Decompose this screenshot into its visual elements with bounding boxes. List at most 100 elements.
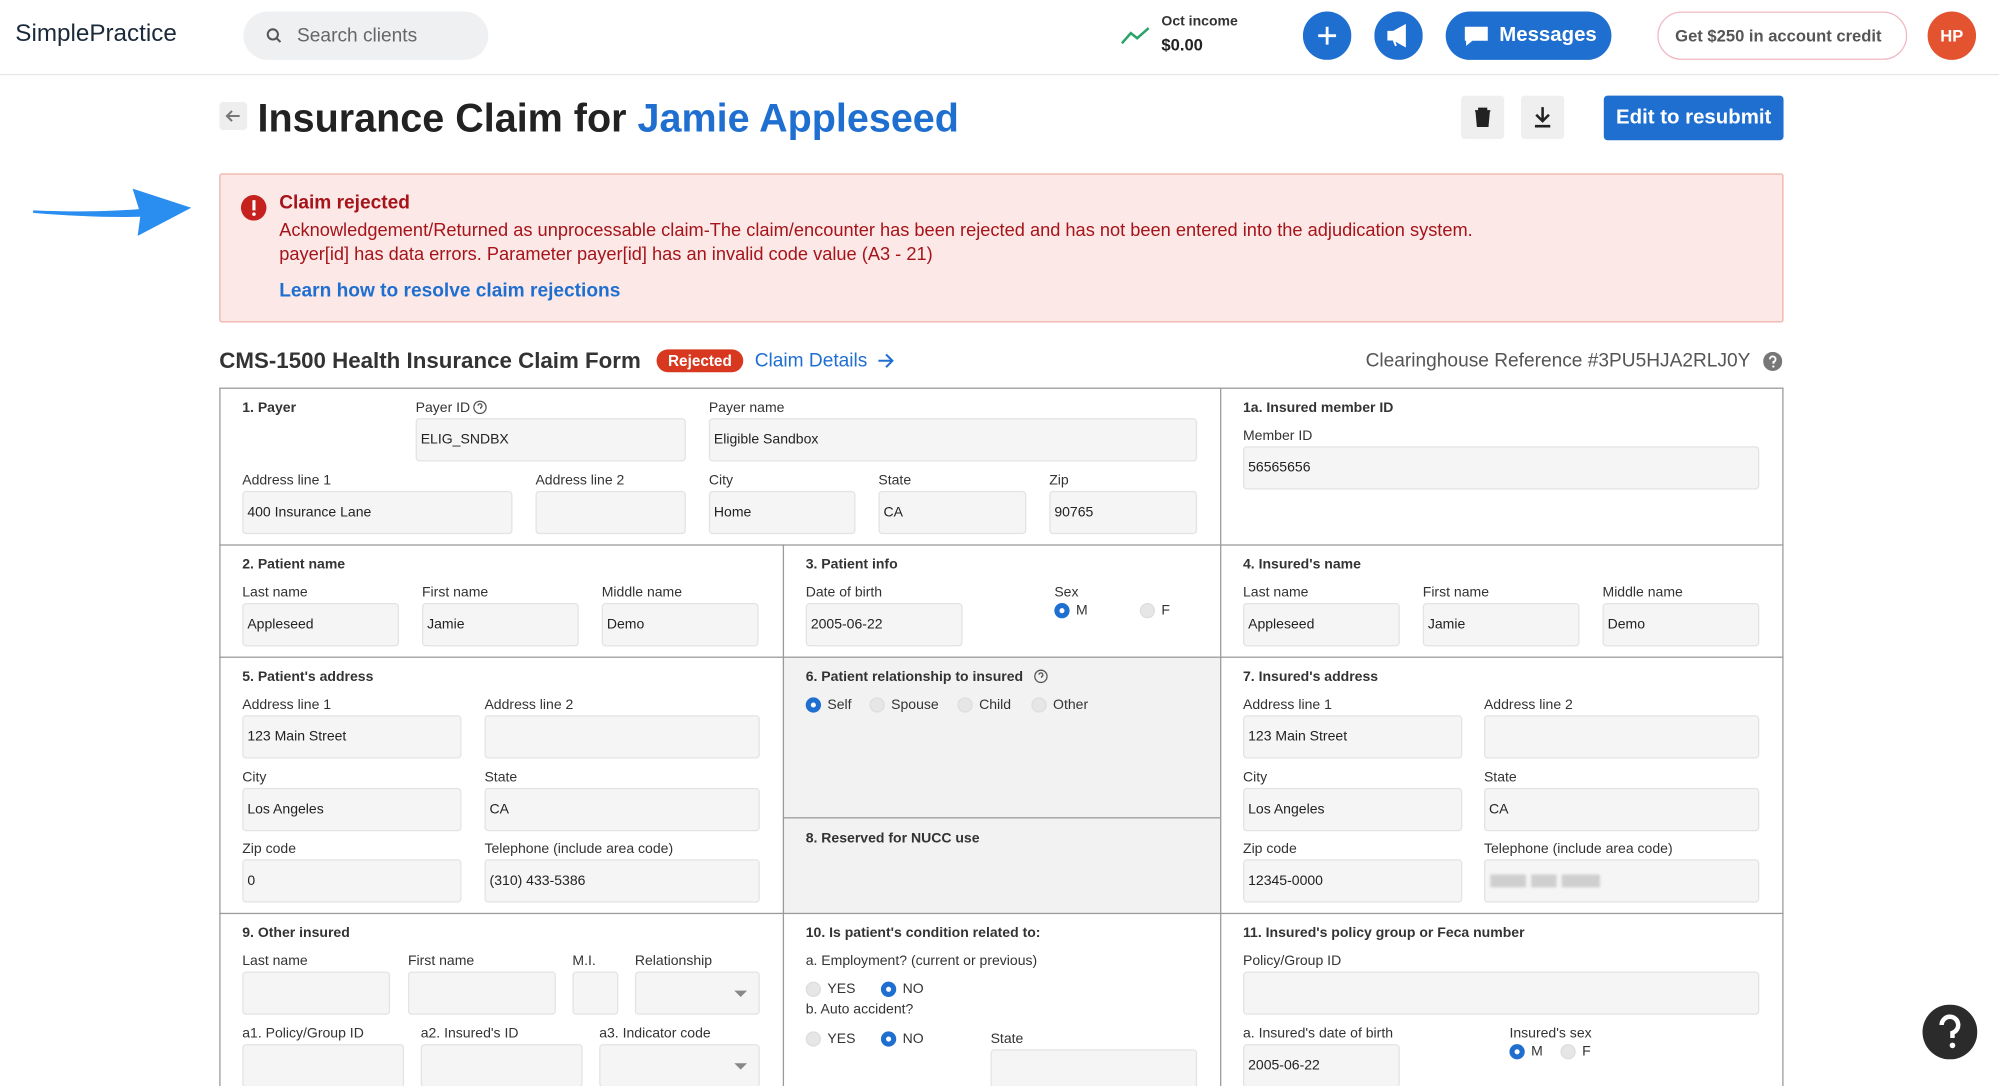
input-field[interactable] bbox=[242, 971, 391, 1015]
input-field[interactable] bbox=[484, 859, 760, 903]
input-field[interactable] bbox=[708, 418, 1198, 462]
radio-button[interactable] bbox=[1560, 1044, 1576, 1060]
radio-label: M bbox=[1531, 1044, 1543, 1060]
input-field[interactable] bbox=[1483, 787, 1760, 832]
field-label: Date of birth bbox=[805, 585, 883, 601]
back-button[interactable] bbox=[219, 101, 248, 131]
radio-label: YES bbox=[827, 1031, 856, 1047]
input-field[interactable] bbox=[1242, 603, 1400, 647]
section-title: 1. Payer bbox=[242, 400, 297, 416]
radio-button[interactable] bbox=[880, 981, 897, 997]
input-field[interactable] bbox=[1242, 787, 1463, 832]
field-value: Appleseed bbox=[247, 617, 314, 633]
section-title: 8. Reserved for NUCC use bbox=[805, 831, 980, 847]
avatar[interactable]: HP bbox=[1927, 11, 1977, 60]
section-title: 1a. Insured member ID bbox=[1242, 400, 1394, 416]
input-field[interactable] bbox=[1242, 446, 1760, 490]
input-field[interactable] bbox=[421, 603, 579, 647]
messages-button[interactable]: Messages bbox=[1445, 11, 1612, 60]
field-value: Jamie bbox=[427, 617, 465, 633]
radio-label: M bbox=[1075, 603, 1088, 619]
messages-icon bbox=[1464, 26, 1488, 46]
input-field[interactable] bbox=[242, 490, 513, 535]
field-label: Address line 2 bbox=[535, 472, 625, 489]
radio-button[interactable] bbox=[1031, 697, 1047, 713]
input-field[interactable] bbox=[599, 1044, 760, 1086]
field-label: Address line 2 bbox=[484, 697, 574, 713]
radio-label: Other bbox=[1053, 697, 1089, 713]
announcements-button[interactable] bbox=[1374, 11, 1423, 60]
claim-details-link[interactable]: Claim Details bbox=[754, 349, 868, 372]
input-field[interactable] bbox=[878, 490, 1027, 535]
logo[interactable]: SimplePractice bbox=[15, 20, 177, 48]
radio-button[interactable] bbox=[1054, 603, 1070, 619]
help-icon[interactable] bbox=[1763, 351, 1783, 371]
input-field[interactable] bbox=[484, 715, 760, 759]
section-title: 9. Other insured bbox=[242, 925, 350, 941]
input-field[interactable] bbox=[805, 603, 963, 647]
input-field[interactable] bbox=[1242, 971, 1760, 1015]
field-value: 123 Main Street bbox=[247, 729, 347, 745]
radio-group-label: Insured's sex bbox=[1509, 1026, 1592, 1042]
info-icon[interactable] bbox=[473, 400, 487, 415]
input-field[interactable] bbox=[990, 1049, 1198, 1086]
field-value: 2005-06-22 bbox=[1248, 1058, 1320, 1074]
search-box[interactable]: Search clients bbox=[243, 11, 489, 60]
field-value: 12345-0000 bbox=[1248, 873, 1323, 889]
input-field[interactable] bbox=[242, 715, 462, 759]
input-field[interactable] bbox=[1242, 859, 1463, 903]
add-button[interactable] bbox=[1302, 11, 1352, 60]
download-button[interactable] bbox=[1520, 95, 1565, 139]
resubmit-button[interactable]: Edit to resubmit bbox=[1603, 95, 1784, 141]
radio-button[interactable] bbox=[1509, 1044, 1525, 1060]
input-field[interactable] bbox=[407, 971, 556, 1015]
input-field[interactable] bbox=[1422, 603, 1580, 647]
input-field[interactable] bbox=[242, 787, 462, 832]
radio-button[interactable] bbox=[1139, 603, 1156, 619]
input-field[interactable] bbox=[1049, 490, 1198, 535]
radio-button[interactable] bbox=[869, 697, 885, 713]
alert-link[interactable]: Learn how to resolve claim rejections bbox=[279, 279, 621, 302]
radio-button[interactable] bbox=[805, 981, 822, 997]
form-border bbox=[782, 544, 785, 1086]
input-field[interactable] bbox=[601, 603, 759, 647]
dropdown-arrow[interactable] bbox=[734, 1063, 748, 1070]
input-field[interactable] bbox=[1602, 603, 1760, 647]
info-icon[interactable] bbox=[1034, 669, 1048, 684]
field-value: 123 Main Street bbox=[1248, 729, 1348, 745]
shaded-section bbox=[782, 656, 1221, 913]
field-label: Zip code bbox=[242, 841, 297, 857]
field-label: City bbox=[708, 472, 733, 489]
input-field[interactable] bbox=[1242, 1044, 1400, 1086]
input-field[interactable] bbox=[242, 859, 462, 903]
dropdown-arrow[interactable] bbox=[734, 990, 748, 997]
input-field[interactable] bbox=[572, 971, 619, 1015]
input-field[interactable] bbox=[484, 787, 760, 832]
field-label: a3. Indicator code bbox=[599, 1026, 711, 1042]
radio-label: Self bbox=[827, 697, 852, 713]
delete-button[interactable] bbox=[1461, 95, 1505, 139]
field-label: Last name bbox=[242, 953, 308, 969]
field-label: Member ID bbox=[1242, 428, 1313, 444]
input-field[interactable] bbox=[242, 603, 400, 647]
input-field[interactable] bbox=[1483, 715, 1760, 759]
input-field[interactable] bbox=[242, 1044, 405, 1086]
client-name[interactable]: Jamie Appleseed bbox=[637, 95, 959, 141]
field-label: First name bbox=[421, 585, 489, 601]
input-field[interactable] bbox=[535, 490, 686, 535]
radio-button[interactable] bbox=[880, 1031, 897, 1047]
input-field[interactable] bbox=[1483, 859, 1760, 903]
credit-button[interactable]: Get $250 in account credit bbox=[1657, 11, 1908, 60]
field-value: CA bbox=[1489, 801, 1509, 818]
input-field[interactable] bbox=[420, 1044, 583, 1086]
radio-button[interactable] bbox=[957, 697, 973, 713]
radio-button[interactable] bbox=[805, 697, 822, 713]
input-field[interactable] bbox=[1242, 715, 1463, 759]
redacted-value bbox=[1490, 874, 1527, 888]
field-value: 90765 bbox=[1054, 504, 1094, 521]
radio-button[interactable] bbox=[805, 1031, 822, 1047]
help-button[interactable] bbox=[1922, 1004, 1978, 1060]
input-field[interactable] bbox=[415, 418, 686, 462]
input-field[interactable] bbox=[708, 490, 856, 535]
field-label: a1. Policy/Group ID bbox=[242, 1026, 364, 1042]
